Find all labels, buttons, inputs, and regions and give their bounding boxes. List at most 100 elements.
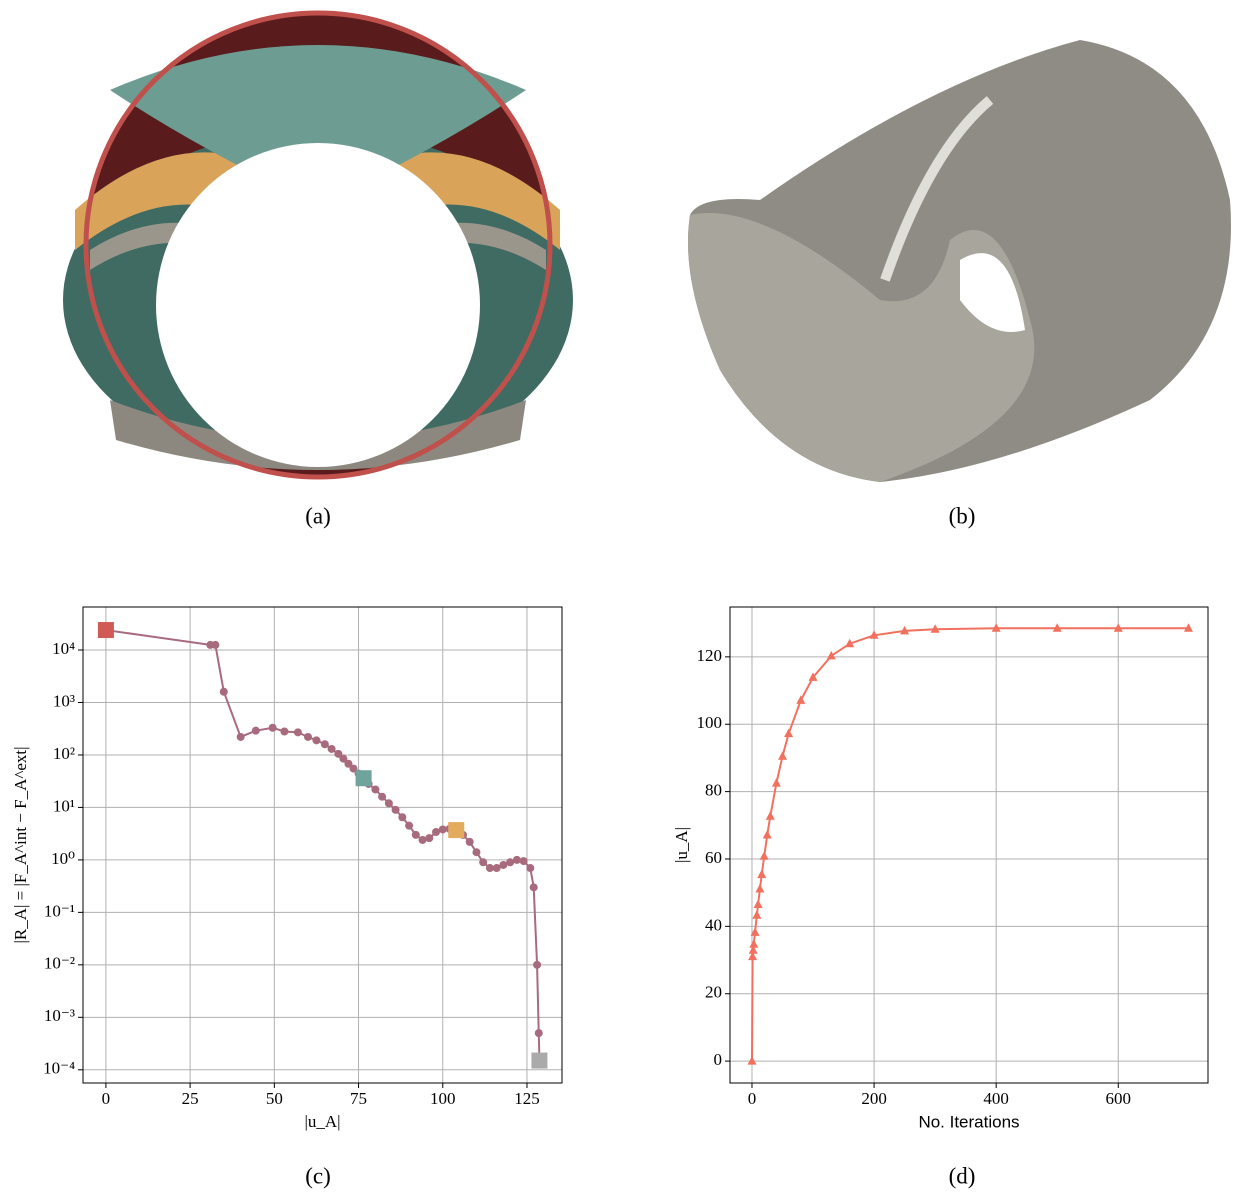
render-a [63,10,573,480]
marker [349,764,358,773]
caption: (a) [305,503,331,528]
marker [529,883,538,892]
marker [219,687,228,696]
caption: (b) [949,503,976,528]
marker [930,624,940,633]
marker [312,736,321,745]
highlight-marker [97,622,114,639]
marker [747,1056,757,1065]
x-tick-label: 0 [748,1089,757,1108]
marker [425,834,434,843]
marker [1113,623,1123,632]
marker [411,830,420,839]
highlight-marker [355,770,372,787]
y-tick-label: 100 [697,713,723,732]
caption: (d) [949,1163,976,1188]
render-b [688,40,1231,483]
marker [251,726,260,735]
teal-top [110,45,526,205]
marker [750,927,760,936]
x-tick-label: 25 [182,1089,199,1108]
marker [749,939,759,948]
tube-hole [960,253,1025,332]
y-tick-label: 10⁴ [52,639,75,658]
marker [845,638,855,648]
y-axis-label: |R_A| = |F_A^int − F_A^ext| [11,746,30,943]
marker [526,864,535,873]
x-tick-label: 200 [861,1089,887,1108]
marker [320,740,329,749]
y-axis-label: |u_A| [672,827,691,863]
y-tick-label: 10⁻³ [44,1006,75,1025]
y-tick-label: 10¹ [53,796,75,815]
marker [236,732,245,741]
marker [371,785,380,794]
marker [211,640,220,649]
marker [465,837,474,846]
plot-frame [82,606,563,1084]
marker [534,1029,543,1038]
marker [485,864,494,873]
marker [1183,623,1193,632]
marker [398,813,407,822]
x-tick-label: 75 [350,1089,367,1108]
y-tick-label: 10⁻¹ [44,901,75,920]
x-tick-label: 100 [430,1089,456,1108]
marker [499,860,508,869]
marker [753,899,763,908]
marker [762,830,772,839]
line [750,627,1189,1062]
caption: (c) [305,1163,331,1188]
marker [339,754,348,763]
y-tick-label: 20 [705,983,722,1002]
marker [293,728,302,737]
marker [472,848,481,857]
marker [506,858,515,867]
highlight [880,96,994,282]
marker [771,778,781,787]
line [105,629,541,1061]
marker [405,821,414,830]
plot-frame [729,606,1209,1084]
marker [752,910,762,919]
y-tick-label: 10⁻⁴ [43,1059,75,1078]
marker [778,751,788,760]
y-tick-label: 0 [714,1050,723,1069]
marker [512,855,521,864]
marker [280,727,289,736]
highlight-marker [531,1052,548,1069]
marker [808,672,818,681]
hole-top [156,248,480,305]
x-tick-label: 400 [983,1089,1009,1108]
x-tick-label: 0 [102,1089,111,1108]
highlight-marker [448,822,465,839]
marker [759,851,769,860]
marker [327,744,336,753]
y-tick-label: 10⁰ [51,849,75,868]
marker [869,630,879,639]
marker [826,650,836,660]
y-tick-label: 60 [705,848,722,867]
marker [432,828,441,837]
x-axis-label: No. Iterations [918,1112,1019,1131]
x-tick-label: 600 [1106,1089,1132,1108]
marker [378,792,387,801]
marker [391,805,400,814]
marker [748,951,758,961]
marker [796,695,806,704]
marker [344,759,353,768]
marker [533,960,542,969]
outer-rim [83,10,553,480]
y-tick-label: 80 [705,781,722,800]
x-axis-label: |u_A| [304,1112,340,1131]
y-tick-label: 10³ [53,691,75,710]
x-tick-label: 50 [266,1089,283,1108]
marker [479,858,488,867]
marker [748,945,758,954]
marker [784,728,794,738]
marker [519,857,528,866]
y-tick-label: 10² [53,744,75,763]
y-tick-label: 40 [705,915,722,934]
y-tick-label: 120 [697,646,723,665]
